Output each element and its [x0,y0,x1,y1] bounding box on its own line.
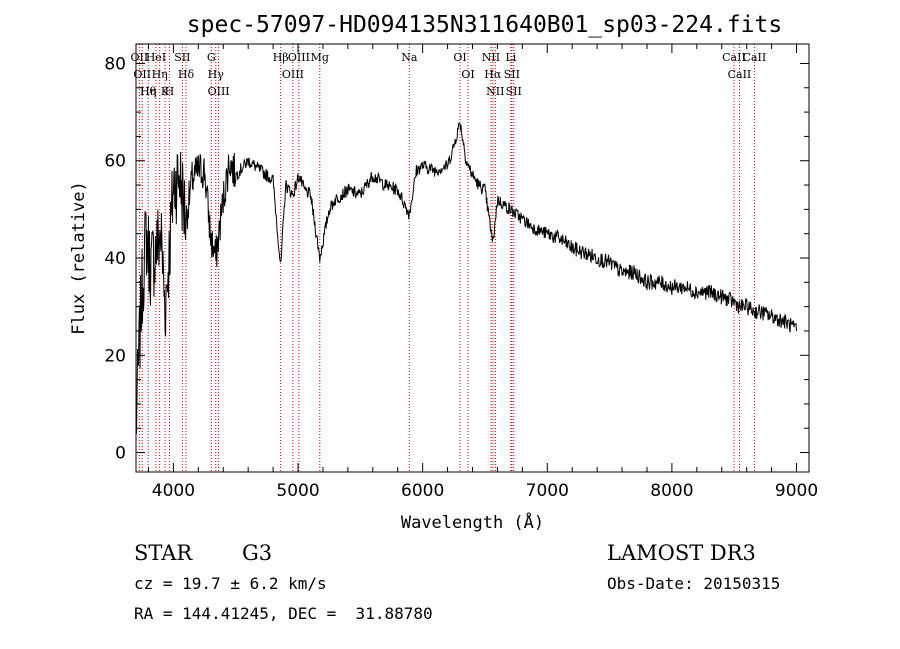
spectral-subclass: G3 [242,541,273,565]
line-label-7-0: SII [174,51,190,64]
y-tick-label: 60 [104,152,126,172]
line-label-19-0: NII [482,51,500,64]
line-label-18-0: OI [461,68,474,81]
line-label-12-0: Hβ [273,51,289,64]
y-axis-label: Flux (relative) [69,181,89,335]
line-label-5-0: K [161,85,170,98]
y-tick-label: 0 [115,444,126,464]
line-label-21-0: NII [486,85,504,98]
line-label-1-0: OII [133,68,151,81]
y-tick-label: 40 [104,249,126,269]
y-tick-label: 80 [104,54,126,74]
survey-label: LAMOST DR3 [607,541,756,565]
line-label-11-0: OIII [208,85,230,98]
line-label-20-0: Hα [484,68,502,81]
x-tick-label: 8000 [650,481,693,501]
line-label-2-1: Hη [140,85,156,98]
line-label-14-0: OIII [288,51,310,64]
line-label-8-0: Hδ [178,68,195,81]
line-label-22-0: Li [505,51,516,64]
line-label-16-0: Na [401,51,418,64]
x-tick-label: 6000 [401,481,444,501]
x-tick-label: 5000 [276,481,319,501]
line-label-2-0: Hθ [140,85,157,98]
line-label-10-0: Hγ [208,68,225,81]
line-label-23-0: SII [504,68,520,81]
line-label-3-0: HeI [146,51,166,64]
line-label-4-0: Hη [152,68,168,81]
x-tick-label: 9000 [775,481,818,501]
chart-title: spec-57097-HD094135N311640B01_sp03-224.f… [187,12,782,38]
line-label-26-0: CaII [728,68,752,81]
x-tick-label: 7000 [526,481,569,501]
coordinates: RA = 144.41245, DEC = 31.88780 [134,604,433,623]
line-label-15-0: Mg [311,51,329,64]
line-label-9-0: G [207,51,216,64]
line-label-13-0: OIII [282,68,304,81]
line-label-25-0: CaII [722,51,746,64]
y-tick-label: 20 [104,346,126,366]
object-class: STAR [134,541,193,565]
obs-date: Obs-Date: 20150315 [607,574,781,593]
plot-frame [135,43,810,473]
line-label-24-0: SII [506,85,522,98]
x-axis-label: Wavelength (Å) [401,511,544,533]
line-label-27-0: CaII [743,51,767,64]
line-label-17-0: OI [453,51,466,64]
line-label-6-0: H [165,85,175,98]
spectrum-line [135,122,798,434]
x-tick-label: 4000 [152,481,195,501]
line-label-0-0: OII [131,51,149,64]
redshift-readout: cz = 19.7 ± 6.2 km/s [134,574,327,593]
